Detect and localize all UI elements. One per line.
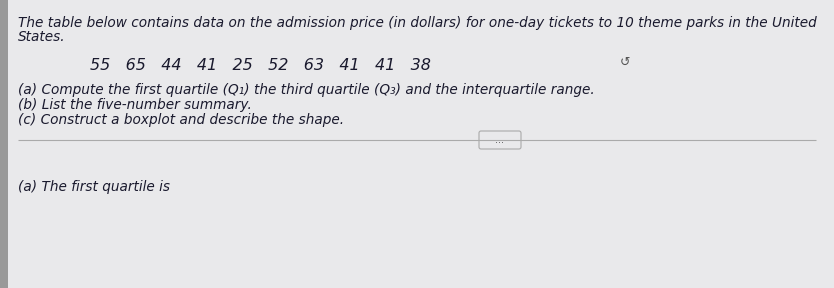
Text: (b) List the five-number summary.: (b) List the five-number summary.: [18, 98, 252, 112]
FancyBboxPatch shape: [479, 131, 521, 149]
Text: ↺: ↺: [620, 56, 631, 69]
Text: ...: ...: [495, 135, 505, 145]
Text: The table below contains data on the admission price (in dollars) for one-day ti: The table below contains data on the adm…: [18, 16, 816, 30]
Text: (a) Compute the first quartile (Q₁) the third quartile (Q₃) and the interquartil: (a) Compute the first quartile (Q₁) the …: [18, 83, 595, 97]
Text: (c) Construct a boxplot and describe the shape.: (c) Construct a boxplot and describe the…: [18, 113, 344, 127]
Bar: [0, 0, 8, 288]
Text: 55   65   44   41   25   52   63   41   41   38: 55 65 44 41 25 52 63 41 41 38: [90, 58, 431, 73]
Text: (a) The first quartile is: (a) The first quartile is: [18, 180, 174, 194]
Text: States.: States.: [18, 30, 66, 44]
